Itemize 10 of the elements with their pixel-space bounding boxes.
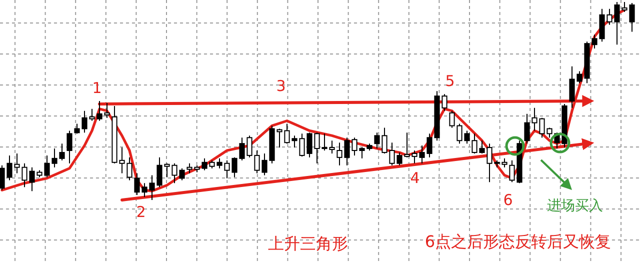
text: 6点之后形态反转后又恢复 xyxy=(424,232,612,251)
annotation: 3 xyxy=(276,77,286,95)
candlestick xyxy=(66,130,72,164)
annotation: 5 xyxy=(445,72,455,90)
annotation: 进场买入 xyxy=(547,198,603,214)
annotation: 4 xyxy=(410,169,420,187)
text: 上升三角形 xyxy=(268,234,348,253)
annotation: 6 xyxy=(503,191,513,209)
text: 2 xyxy=(136,203,146,221)
annotation: 1 xyxy=(92,79,102,97)
